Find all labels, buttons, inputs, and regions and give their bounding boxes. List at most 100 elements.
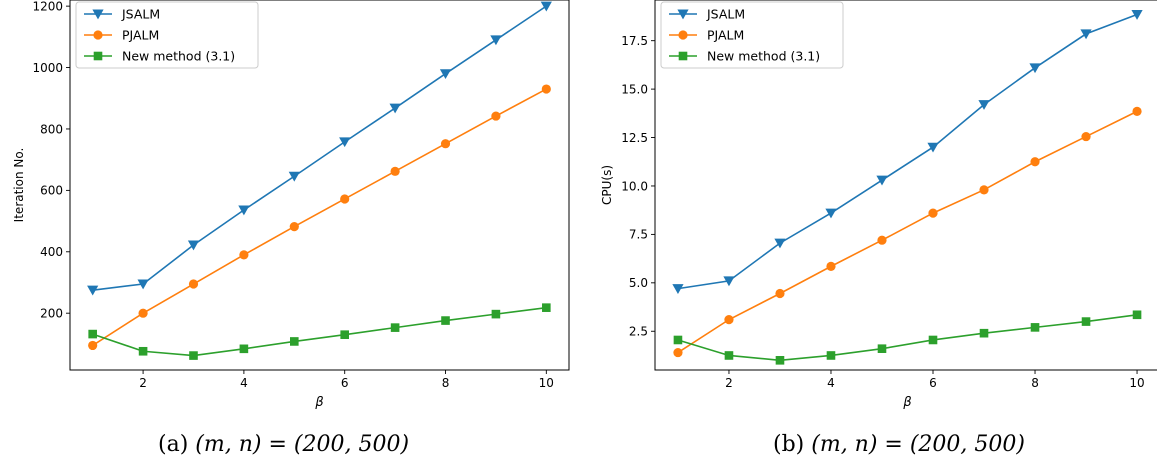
chart1-y-tick-label: 15.0 — [621, 82, 648, 96]
chart0-y-tick-label: 1200 — [32, 0, 63, 13]
chart0-data-point — [138, 308, 148, 318]
chart1-legend-marker — [677, 9, 689, 20]
caption-b-math: (m, n) = (200, 500) — [811, 432, 1025, 457]
chart1-x-tick-label: 4 — [827, 376, 835, 390]
chart0-data-point — [239, 344, 249, 354]
chart1-data-point — [978, 100, 990, 110]
chart0-data-point — [88, 329, 97, 339]
chart0-y-tick-label: 800 — [40, 122, 63, 136]
chart0-data-point — [390, 323, 400, 332]
caption-b-prefix: (b) — [773, 432, 805, 457]
chart0-series-line — [92, 306, 547, 357]
chart-iteration: 2 4 6 8 10 200 400 600 800 1000 1200 β Iteration No.… — [12, 0, 570, 410]
chart0-data-point — [88, 340, 98, 351]
chart0-series-line — [92, 5, 547, 291]
chart1-data-point — [723, 276, 735, 287]
chart1-data-point — [928, 335, 938, 345]
chart0-data-point — [542, 303, 551, 312]
chart1-data-point — [724, 315, 734, 325]
chart1-legend-marker — [678, 51, 688, 61]
chart1-series-2 — [673, 310, 1142, 365]
chart0-data-point — [491, 111, 501, 121]
caption-b: (b) (m, n) = (200, 500) — [773, 432, 1025, 457]
chart1-data-point — [1030, 157, 1040, 167]
chart0-y-tick-label: 200 — [40, 306, 63, 320]
chart1-data-point — [877, 344, 887, 353]
chart0-data-point — [339, 137, 351, 148]
chart0-x-tick-label: 8 — [442, 376, 450, 390]
caption-a-prefix: (a) — [158, 432, 189, 457]
chart1-data-point — [1131, 10, 1143, 20]
chart0-legend-marker — [92, 9, 104, 20]
chart0-y-tick-label: 400 — [40, 245, 63, 259]
chart0-data-point — [440, 139, 451, 149]
chart0-data-point — [540, 1, 552, 12]
chart1-series-line — [677, 110, 1138, 354]
chart0-data-point — [87, 285, 99, 296]
chart0-data-point — [289, 337, 299, 346]
chart1-data-point — [775, 356, 785, 365]
chart1-x-axis-label: β — [902, 395, 911, 410]
chart1-series-line — [677, 13, 1138, 290]
chart1-data-point — [826, 261, 836, 271]
chart0-data-point — [238, 205, 250, 216]
chart1-data-point — [927, 142, 939, 153]
chart0-legend-label: New method (3.1) — [122, 49, 235, 64]
chart0-y-tick-label: 600 — [40, 184, 63, 198]
chart1-y-tick-label: 12.5 — [621, 131, 648, 145]
chart1-data-point — [876, 175, 888, 186]
chart1-y-tick-label: 7.5 — [629, 228, 648, 242]
chart0-data-point — [390, 166, 400, 176]
chart1-data-point — [928, 208, 938, 218]
chart1-data-point — [673, 335, 683, 345]
chart0-data-point — [137, 279, 149, 290]
chart-cpu: 2 4 6 8 10 2.5 5.0 7.5 10.0 12.5 15.0 17.5 β CPU(s) JS… — [600, 0, 1157, 410]
chart0-y-axis-label: Iteration No. — [12, 148, 26, 223]
chart0-data-point — [289, 222, 299, 232]
chart0-series-2 — [88, 303, 551, 360]
chart1-data-point — [672, 284, 684, 294]
chart1-data-point — [1132, 310, 1142, 320]
chart1-y-axis-label: CPU(s) — [600, 165, 614, 205]
chart1-series-line — [677, 313, 1138, 362]
chart1-data-point — [825, 208, 837, 219]
chart0-legend-marker — [93, 30, 103, 40]
chart1-y-tick-label: 5.0 — [629, 276, 648, 290]
chart1-x-tick-label: 10 — [1129, 376, 1144, 390]
chart1-x-tick-label: 6 — [929, 376, 937, 390]
chart1-legend-box — [660, 1, 844, 69]
chart0-x-axis-label: β — [314, 395, 323, 410]
chart1-data-point — [877, 235, 887, 245]
chart0-series-line — [92, 88, 547, 347]
chart0-x-tick-label: 2 — [139, 376, 147, 390]
chart0-data-point — [288, 171, 300, 182]
chart1-data-point — [724, 351, 734, 360]
chart0-legend-label: JSALM — [121, 7, 160, 22]
chart1-legend: JSALM PJALM New method (3.1) — [660, 1, 844, 69]
chart1-data-point — [774, 238, 786, 249]
chart1-plot-frame — [654, 0, 1157, 371]
chart1-data-point — [1081, 131, 1091, 142]
chart0-data-point — [188, 279, 199, 289]
chart0-data-point — [239, 250, 249, 260]
chart0-series-1 — [88, 84, 551, 351]
chart0-series-0 — [87, 1, 552, 296]
chart0-data-point — [389, 103, 401, 114]
chart0-plot-frame — [69, 0, 570, 371]
chart1-legend-marker — [678, 30, 688, 40]
chart1-series-1 — [673, 106, 1142, 358]
chart1-data-point — [775, 288, 785, 299]
chart1-series-0 — [672, 10, 1143, 294]
chart0-legend: JSALM PJALM New method (3.1) — [75, 1, 259, 69]
chart0-x-tick-label: 6 — [341, 376, 349, 390]
chart0-x-tick-label: 10 — [539, 376, 554, 390]
chart1-data-point — [979, 328, 989, 338]
chart0-data-point — [138, 346, 148, 356]
chart1-legend-label: JSALM — [706, 7, 745, 22]
chart1-x-tick-label: 2 — [725, 376, 733, 390]
chart1-y-tick-label: 10.0 — [621, 179, 648, 193]
caption-a: (a) (m, n) = (200, 500) — [158, 432, 409, 457]
chart0-data-point — [541, 84, 551, 94]
chart1-y-tick-label: 2.5 — [629, 325, 648, 339]
chart0-x-tick-label: 4 — [240, 376, 248, 390]
